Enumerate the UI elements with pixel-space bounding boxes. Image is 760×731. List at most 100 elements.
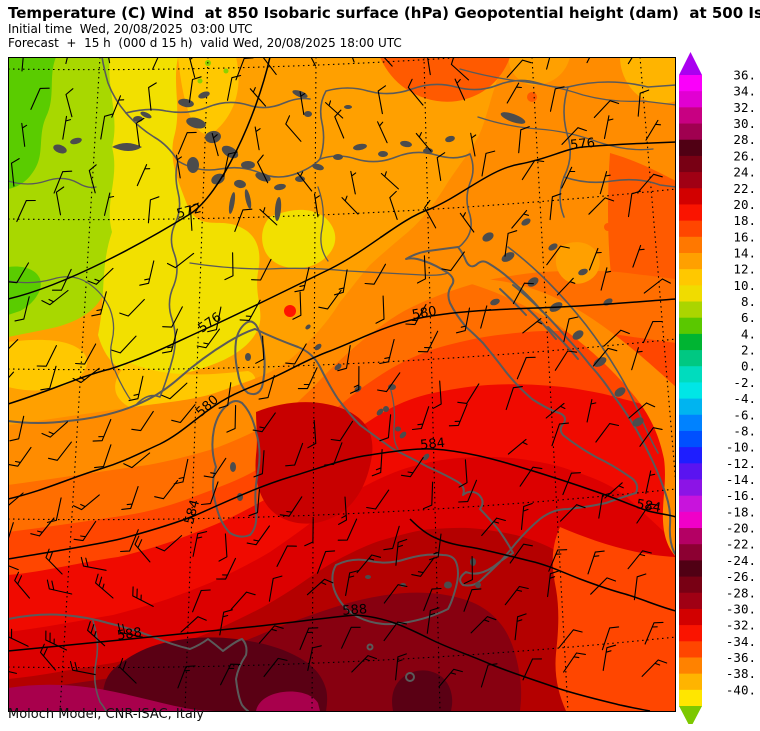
wind-barb — [645, 119, 662, 141]
colorbar-canvas: 36.34.32.30.28.26. 24.22.20.18.16.14. 12.1… — [679, 52, 756, 724]
wind-barb — [307, 419, 317, 449]
colorbar-tick-label: 8. — [741, 294, 756, 309]
wind-barb — [395, 653, 407, 681]
colorbar-tick-label: -34. — [726, 634, 756, 649]
wind-barb — [395, 538, 408, 566]
geopotential-label: 572 — [175, 201, 203, 222]
wind-barb — [171, 404, 196, 424]
wind-barb — [279, 496, 303, 517]
wind-barb — [417, 330, 439, 353]
wind-barb — [254, 126, 261, 151]
wind-barb — [39, 643, 56, 671]
wind-barb — [41, 421, 69, 438]
wind-barb — [441, 251, 465, 272]
wind-barb — [423, 587, 442, 612]
wind-barb — [192, 531, 208, 557]
wind-barb — [470, 132, 477, 157]
wind-barb — [249, 87, 267, 107]
wind-barb — [21, 122, 28, 147]
colorbar-segment — [679, 285, 702, 303]
wind-barb — [643, 278, 671, 294]
colorbar-tick-label: 20. — [733, 197, 756, 212]
wind-barb — [121, 486, 139, 510]
wind-barb — [459, 212, 475, 233]
wind-barb — [8, 628, 29, 647]
colorbar-tick-label: -38. — [726, 666, 756, 681]
wind-barb — [586, 398, 597, 423]
wind-barb — [637, 89, 650, 117]
wind-barb — [9, 415, 25, 442]
wind-barb — [633, 573, 647, 601]
terrain-blob — [593, 357, 607, 367]
wind-barb — [65, 57, 69, 65]
wind-barb — [69, 660, 96, 676]
wind-barb — [40, 365, 57, 391]
wind-barb — [559, 504, 586, 522]
colorbar-segment — [679, 301, 702, 319]
colorbar-segment — [679, 107, 702, 125]
terrain-blob — [314, 343, 322, 351]
wind-barb — [549, 86, 565, 112]
wind-barb — [383, 621, 408, 642]
wind-barb — [512, 282, 534, 305]
wind-barb — [507, 438, 528, 455]
wind-barb — [389, 190, 398, 220]
wind-barb — [422, 481, 434, 510]
wind-barb — [454, 78, 466, 101]
wind-barb — [294, 266, 310, 293]
wind-barb — [299, 627, 319, 651]
wind-barb — [107, 57, 111, 64]
wind-barb — [230, 591, 256, 610]
wind-barb — [563, 316, 579, 342]
wind-barb — [296, 171, 313, 192]
wind-barb — [292, 291, 302, 320]
terrain-blob — [274, 197, 282, 221]
wind-barb — [400, 457, 424, 478]
terrain-blob — [244, 189, 252, 209]
wind-barb — [224, 252, 234, 281]
colorbar-segment — [679, 447, 702, 464]
wind-barb — [416, 255, 427, 284]
terrain-blob — [632, 417, 644, 427]
wind-barb — [94, 444, 112, 469]
wind-barb — [120, 529, 139, 553]
wind-barb — [239, 299, 261, 321]
wind-barb — [111, 335, 137, 354]
wind-barb — [263, 657, 288, 678]
wind-barb — [220, 663, 241, 686]
wind-barb — [590, 577, 617, 595]
wind-barb — [521, 159, 545, 181]
wind-barb — [95, 573, 114, 599]
wind-barb — [592, 347, 618, 367]
terrain-blob — [388, 384, 396, 390]
terrain-blob — [399, 431, 407, 439]
wind-barb — [641, 659, 668, 677]
wind-barb — [411, 557, 435, 577]
colorbar-segment — [679, 220, 702, 238]
wind-barb — [379, 414, 392, 442]
geopotential-label: 580 — [411, 304, 438, 323]
terrain-blob — [422, 453, 430, 461]
terrain-blob — [295, 176, 305, 182]
height-contours — [8, 57, 676, 712]
wind-barb — [154, 479, 179, 500]
terrain-blob — [482, 232, 494, 242]
wind-barb — [480, 305, 492, 329]
wind-barb — [548, 549, 568, 572]
wind-barb — [628, 402, 656, 419]
terrain-blob — [228, 192, 236, 214]
terrain-blob — [304, 111, 312, 117]
wind-barb — [338, 496, 348, 525]
colorbar-segment — [679, 641, 702, 659]
terrain-blob — [521, 218, 531, 226]
wind-barb — [586, 57, 591, 64]
wind-barb — [480, 663, 498, 688]
wind-barb — [8, 371, 15, 380]
colorbar-segment — [679, 398, 702, 416]
colorbar-segment — [679, 673, 702, 691]
colorbar-segment — [679, 123, 702, 141]
colorbar-segment — [679, 75, 702, 92]
wind-barb — [47, 441, 72, 461]
wind-barb — [407, 78, 424, 106]
wind-barb — [45, 630, 68, 651]
